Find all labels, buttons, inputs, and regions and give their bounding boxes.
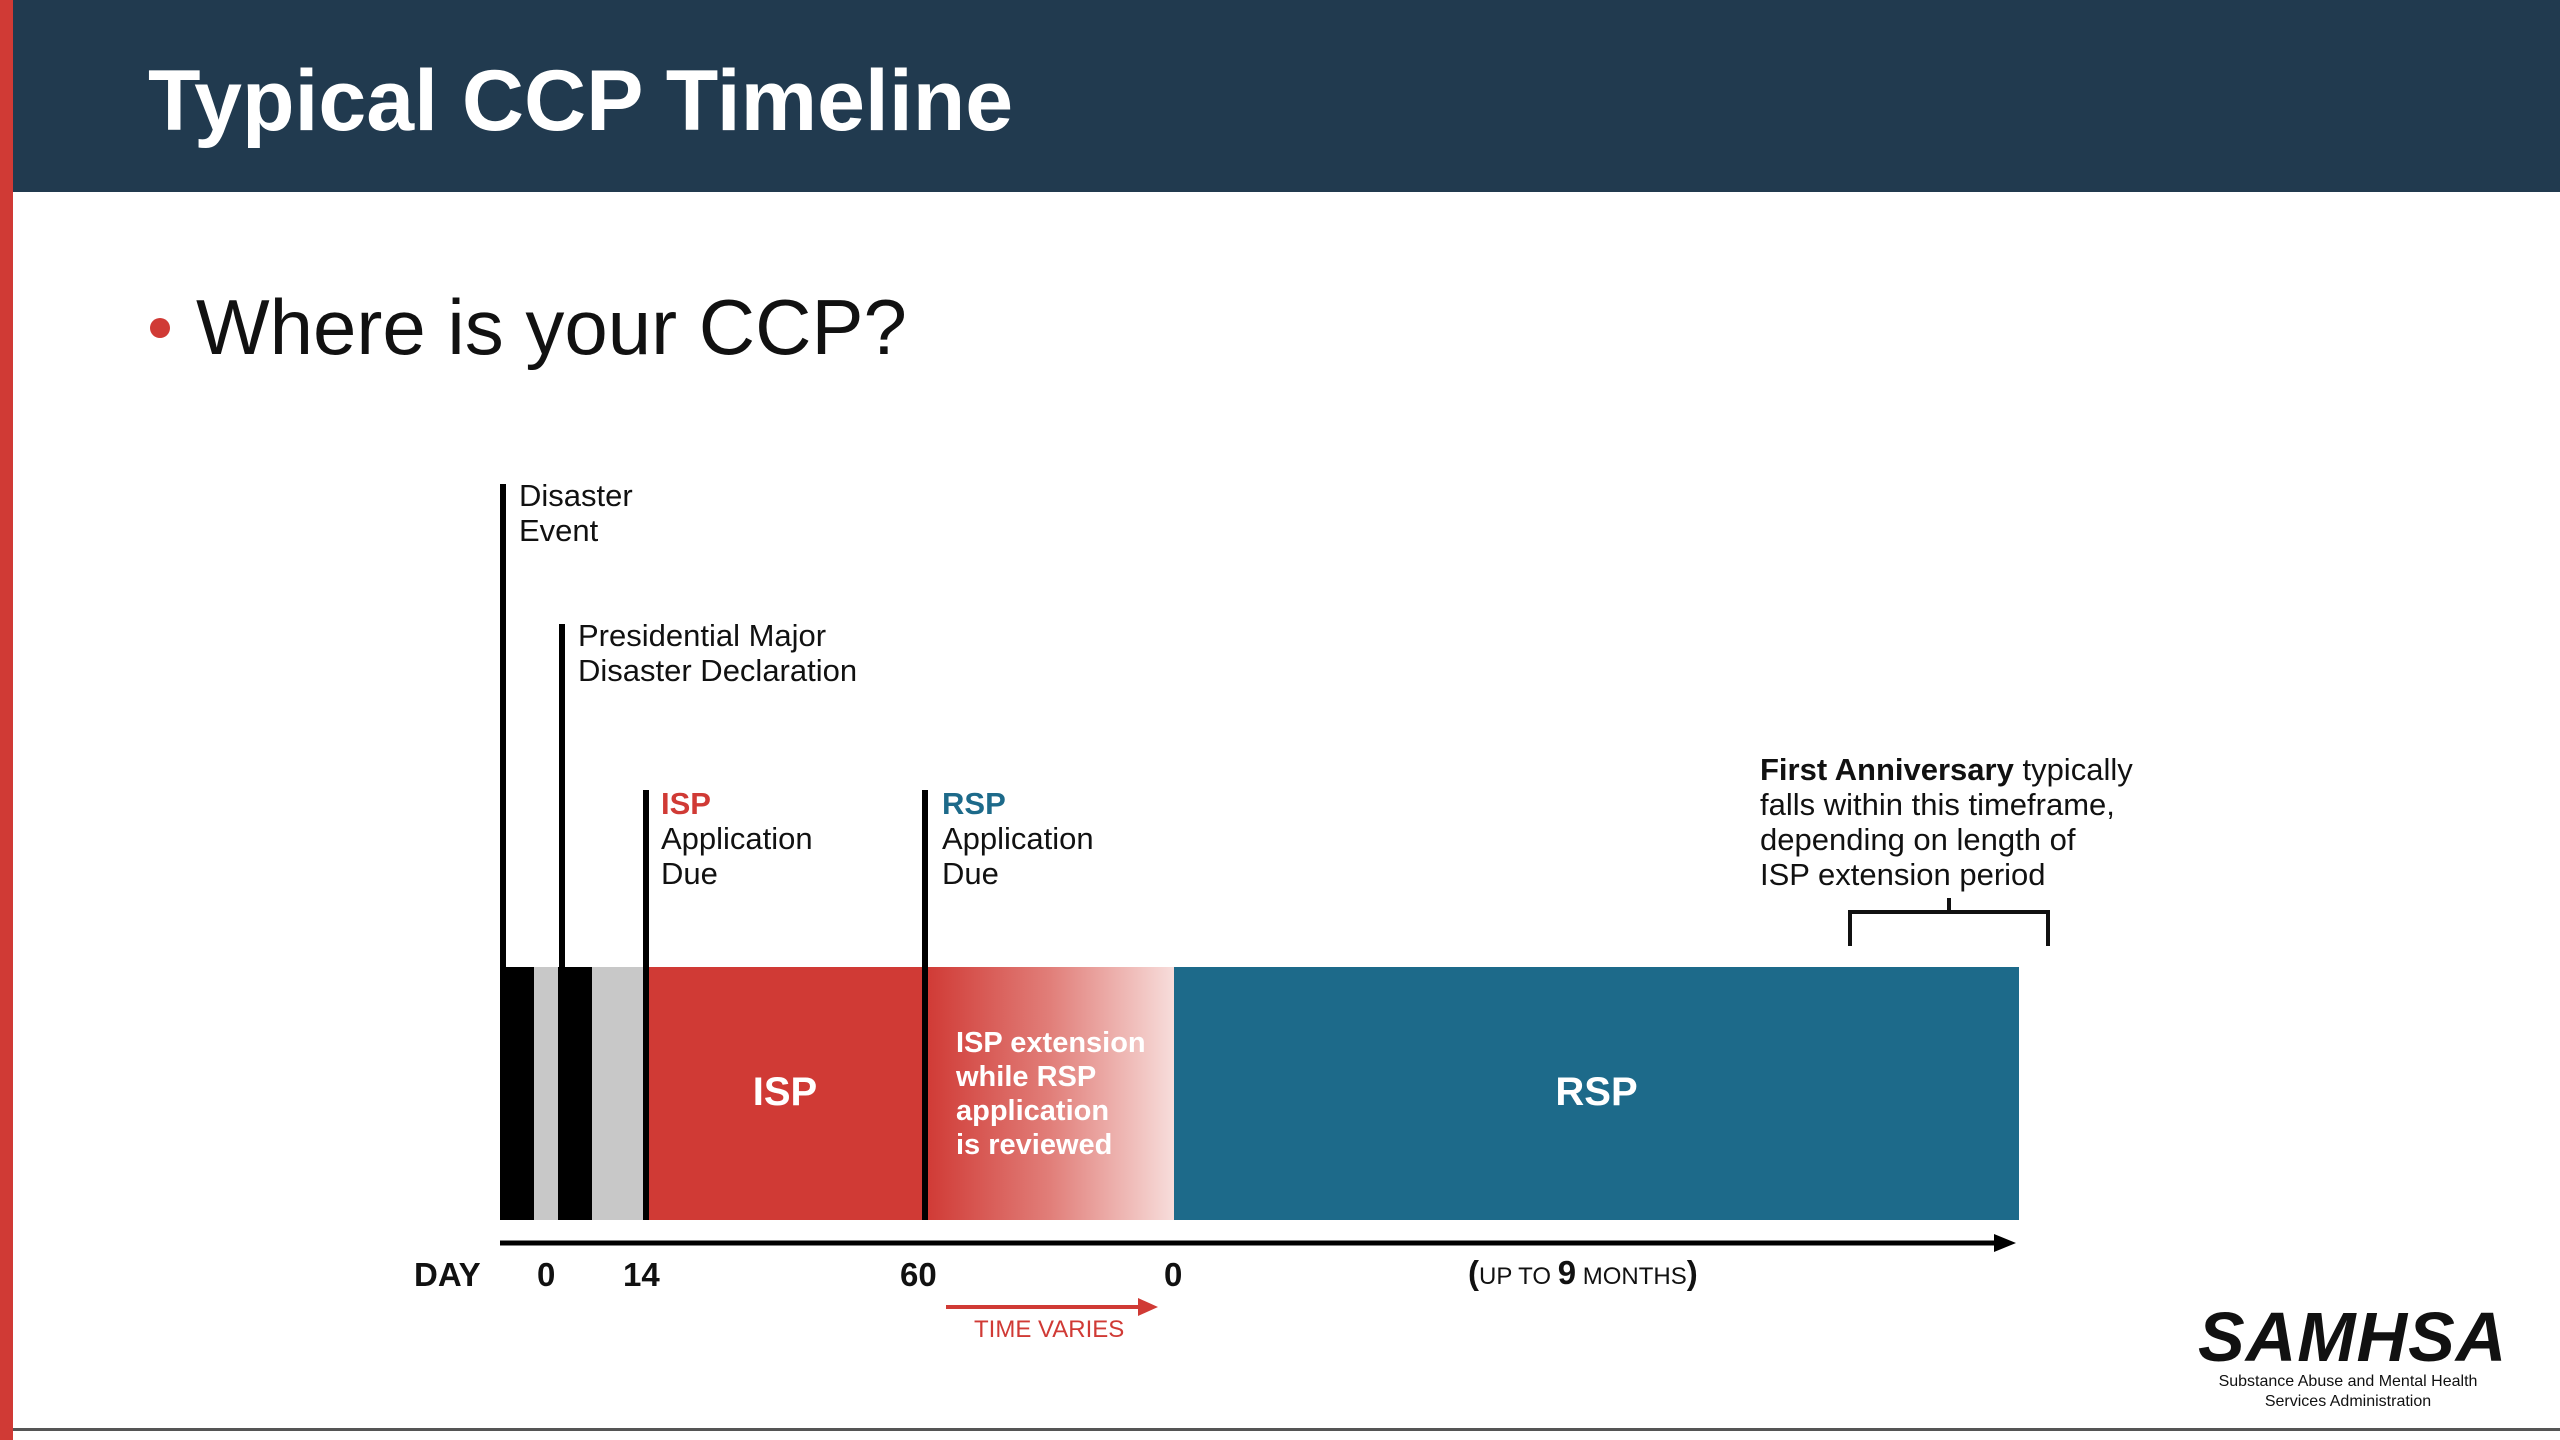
left-accent-bar (0, 0, 13, 1440)
isp-due-line-2: Due (661, 856, 718, 891)
bullet-dot-icon (150, 318, 170, 338)
isp-due-tag: ISP (661, 786, 711, 821)
rsp-bar-label: RSP (1555, 1070, 1638, 1114)
isp-due-marker-line (643, 790, 649, 1220)
bullet-text: Where is your CCP? (196, 283, 907, 371)
declaration-line-2: Disaster Declaration (578, 653, 858, 688)
samhsa-logo-sub-2: Services Administration (2264, 1393, 2432, 1410)
anniversary-note: First Anniversary typically falls within… (1760, 752, 2133, 892)
tick-day-60: 60 (900, 1256, 937, 1293)
rsp-segment (1174, 967, 2019, 1220)
isp-due-line-1: Application (661, 821, 813, 856)
declaration-marker-line (559, 624, 565, 1220)
months-label: (UP TO 9 MONTHS) (1468, 1254, 1698, 1292)
isp-bar-label: ISP (752, 1070, 818, 1114)
extension-line-1: ISP extension (956, 1027, 1146, 1059)
months-number: 9 (1557, 1254, 1577, 1291)
declaration-label: Presidential Major Disaster Declaration (578, 618, 857, 688)
extension-line-2: while RSP (956, 1061, 1097, 1093)
tick-day-14: 14 (623, 1256, 660, 1293)
rsp-due-label: RSP Application Due (942, 786, 1094, 891)
title-banner (13, 0, 2560, 192)
anniversary-bold: First Anniversary (1760, 752, 2014, 787)
day-axis-label: DAY (414, 1256, 481, 1293)
samhsa-logo-sub-1: Substance Abuse and Mental Health (2218, 1373, 2478, 1390)
samhsa-logo-wordmark: SAMHSA (2198, 1298, 2508, 1376)
time-varies-arrow-icon (946, 1298, 1158, 1316)
rsp-due-line-1: Application (942, 821, 1094, 856)
timeline-axis-arrow-icon (500, 1234, 2016, 1252)
isp-due-label: ISP Application Due (661, 786, 813, 891)
months-up-to: UP TO (1479, 1263, 1558, 1290)
rsp-due-tag: RSP (942, 786, 1006, 821)
anniversary-rest: typically (2013, 752, 2133, 787)
samhsa-logo: SAMHSA Substance Abuse and Mental Health… (2198, 1298, 2508, 1412)
months-open-paren: ( (1468, 1254, 1479, 1291)
disaster-event-label: Disaster Event (519, 478, 633, 548)
months-unit: MONTHS (1576, 1263, 1687, 1290)
declaration-line-1: Presidential Major (578, 618, 827, 653)
disaster-line-2: Event (519, 513, 599, 548)
extension-line-4: is reviewed (956, 1129, 1113, 1161)
anniversary-line-3: depending on length of (1760, 822, 2076, 857)
isp-segment (644, 967, 926, 1220)
months-close-paren: ) (1686, 1254, 1698, 1291)
slide-bottom-border (13, 1428, 2560, 1431)
extension-bar-label: ISP extension while RSP application is r… (956, 1026, 1146, 1162)
extension-line-3: application (956, 1095, 1110, 1127)
pre-declaration-gray (534, 967, 558, 1220)
tick-rsp-0: 0 (1164, 1256, 1183, 1293)
rsp-due-marker-line (922, 790, 928, 1220)
pre-isp-gray (592, 967, 644, 1220)
time-varies-label: TIME VARIES (974, 1316, 1125, 1343)
anniversary-line-2: falls within this timeframe, (1760, 787, 2115, 822)
rsp-due-line-2: Due (942, 856, 999, 891)
isp-extension-segment (926, 967, 1174, 1220)
anniversary-bracket-icon (1848, 898, 2050, 946)
tick-day-0: 0 (537, 1256, 556, 1293)
anniversary-line-4: ISP extension period (1760, 857, 2046, 892)
anniversary-line-1: First Anniversary typically (1760, 752, 2133, 787)
disaster-line-1: Disaster (519, 478, 633, 513)
page-title: Typical CCP Timeline (148, 53, 1014, 149)
disaster-marker-line (500, 484, 506, 1220)
